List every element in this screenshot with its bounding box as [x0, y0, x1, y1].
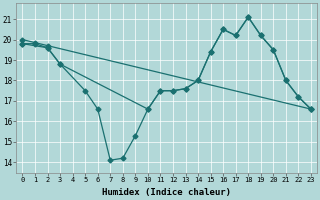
X-axis label: Humidex (Indice chaleur): Humidex (Indice chaleur): [102, 188, 231, 197]
